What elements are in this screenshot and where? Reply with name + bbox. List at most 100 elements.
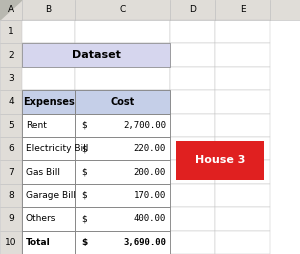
Bar bbox=[22, 231, 75, 254]
Bar bbox=[22, 160, 75, 184]
Bar bbox=[75, 231, 170, 254]
Bar bbox=[170, 90, 215, 114]
Bar bbox=[22, 184, 75, 207]
Text: Total: Total bbox=[26, 238, 51, 247]
Text: C: C bbox=[119, 6, 126, 14]
Bar bbox=[22, 43, 170, 67]
Text: 4: 4 bbox=[8, 97, 14, 106]
Bar bbox=[0, 43, 22, 67]
Text: Cost: Cost bbox=[110, 97, 135, 107]
Text: D: D bbox=[189, 6, 196, 14]
Bar bbox=[22, 231, 75, 254]
Bar bbox=[75, 90, 170, 114]
Bar bbox=[75, 137, 170, 160]
Bar bbox=[75, 160, 170, 184]
Bar bbox=[75, 114, 170, 137]
Text: 10: 10 bbox=[5, 238, 17, 247]
Bar bbox=[170, 184, 215, 207]
Bar bbox=[22, 114, 75, 137]
Bar bbox=[75, 207, 170, 231]
Bar bbox=[215, 67, 270, 90]
Text: Dataset: Dataset bbox=[72, 50, 120, 60]
Bar bbox=[0, 160, 22, 184]
Bar bbox=[170, 160, 215, 184]
Bar bbox=[215, 20, 270, 43]
Bar bbox=[170, 67, 215, 90]
Text: 3: 3 bbox=[8, 74, 14, 83]
Bar bbox=[0, 184, 22, 207]
Text: $: $ bbox=[81, 121, 87, 130]
Text: $: $ bbox=[81, 238, 87, 247]
Text: $: $ bbox=[81, 168, 87, 177]
Bar bbox=[75, 184, 170, 207]
Text: 7: 7 bbox=[8, 168, 14, 177]
Bar bbox=[215, 43, 270, 67]
Bar bbox=[22, 20, 75, 43]
Text: $: $ bbox=[81, 214, 87, 224]
Bar bbox=[75, 231, 170, 254]
Bar bbox=[0, 114, 22, 137]
Bar bbox=[75, 207, 170, 231]
Text: 8: 8 bbox=[8, 191, 14, 200]
Bar bbox=[22, 114, 75, 137]
Bar bbox=[215, 207, 270, 231]
Bar bbox=[22, 137, 75, 160]
Text: 220.00: 220.00 bbox=[134, 144, 166, 153]
Text: 5: 5 bbox=[8, 121, 14, 130]
Bar bbox=[0, 67, 22, 90]
Bar bbox=[22, 90, 75, 114]
Bar bbox=[215, 231, 270, 254]
Text: 200.00: 200.00 bbox=[134, 168, 166, 177]
Bar bbox=[22, 43, 75, 67]
Bar bbox=[215, 137, 270, 160]
Bar bbox=[170, 114, 215, 137]
Text: Garage Bill: Garage Bill bbox=[26, 191, 76, 200]
Bar bbox=[170, 207, 215, 231]
Text: $: $ bbox=[81, 191, 87, 200]
Bar bbox=[75, 20, 170, 43]
Bar bbox=[215, 114, 270, 137]
Text: House 3: House 3 bbox=[195, 155, 245, 165]
Bar bbox=[170, 43, 215, 67]
Text: 3,690.00: 3,690.00 bbox=[123, 238, 166, 247]
Text: Others: Others bbox=[26, 214, 56, 224]
Bar bbox=[215, 90, 270, 114]
Bar bbox=[22, 160, 75, 184]
Bar bbox=[75, 90, 170, 114]
Bar bbox=[0, 231, 22, 254]
Bar bbox=[75, 67, 170, 90]
Text: 2: 2 bbox=[8, 51, 14, 60]
Polygon shape bbox=[0, 0, 22, 20]
Text: 2,700.00: 2,700.00 bbox=[123, 121, 166, 130]
Text: Expenses: Expenses bbox=[22, 97, 74, 107]
Bar bbox=[22, 207, 75, 231]
Bar bbox=[75, 137, 170, 160]
Text: 9: 9 bbox=[8, 214, 14, 224]
Text: 400.00: 400.00 bbox=[134, 214, 166, 224]
Bar bbox=[0, 20, 22, 43]
Bar bbox=[22, 137, 75, 160]
Bar bbox=[75, 114, 170, 137]
Bar bbox=[22, 90, 75, 114]
Text: A: A bbox=[8, 6, 14, 14]
Bar bbox=[22, 67, 75, 90]
Bar bbox=[0, 0, 300, 20]
Bar bbox=[0, 137, 22, 160]
Bar bbox=[22, 207, 75, 231]
Bar bbox=[22, 184, 75, 207]
Bar bbox=[170, 20, 215, 43]
Text: Rent: Rent bbox=[26, 121, 47, 130]
Text: B: B bbox=[45, 6, 52, 14]
Text: $: $ bbox=[81, 144, 87, 153]
Text: E: E bbox=[240, 6, 245, 14]
Bar bbox=[215, 160, 270, 184]
Text: 6: 6 bbox=[8, 144, 14, 153]
Text: Electricity Bill: Electricity Bill bbox=[26, 144, 88, 153]
Bar bbox=[75, 160, 170, 184]
Text: 1: 1 bbox=[8, 27, 14, 36]
Bar bbox=[75, 43, 170, 67]
Text: 170.00: 170.00 bbox=[134, 191, 166, 200]
Bar bbox=[0, 90, 22, 114]
Bar bbox=[0, 207, 22, 231]
Bar bbox=[176, 140, 264, 180]
